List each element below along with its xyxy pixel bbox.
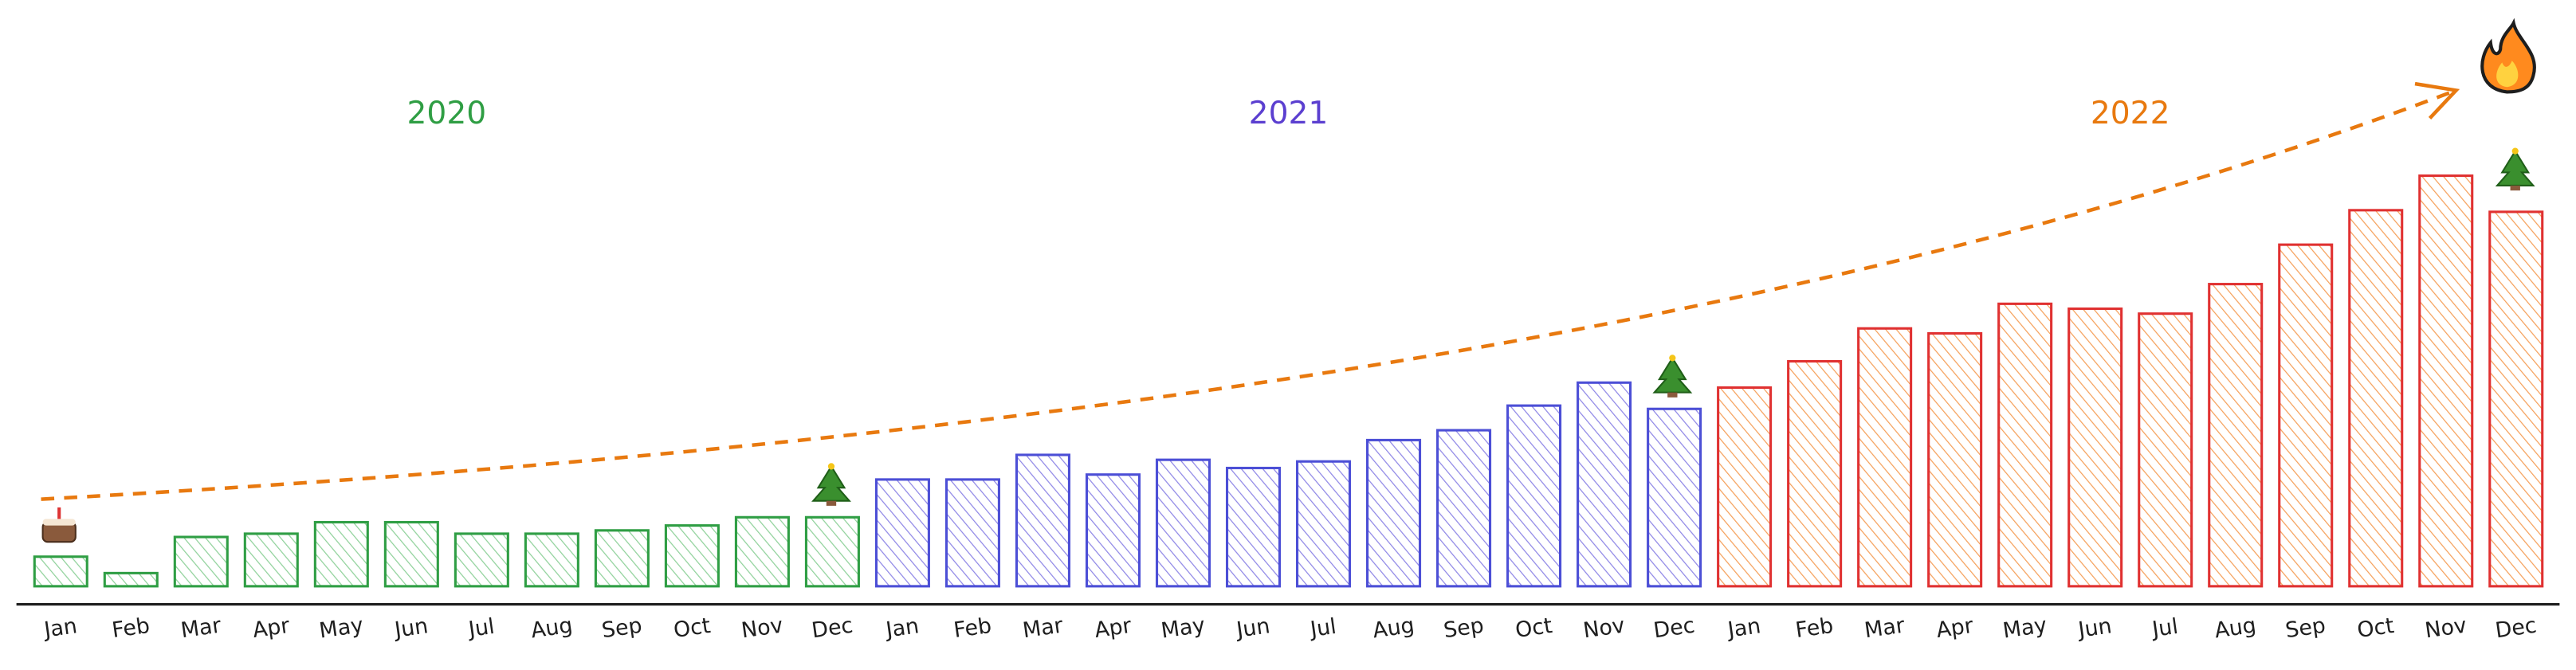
tree-icon [811, 463, 851, 506]
x-tick-label: Oct [672, 613, 712, 643]
bar [664, 524, 720, 588]
bar [173, 535, 229, 588]
bar [2067, 307, 2123, 588]
bar [103, 571, 159, 588]
x-tick-label: Jul [465, 614, 496, 642]
bar [454, 532, 509, 588]
x-tick-label: Jun [2075, 613, 2114, 643]
bar [874, 478, 930, 588]
bar [1997, 302, 2053, 588]
x-tick-label: Nov [740, 613, 784, 643]
x-tick-label: Aug [529, 613, 574, 643]
bar [1857, 327, 1913, 588]
fire-icon [2480, 18, 2536, 94]
bar [2138, 312, 2193, 588]
bar [33, 555, 88, 588]
cake-icon [41, 507, 77, 543]
bar [2208, 283, 2264, 588]
x-tick-label: Jun [391, 613, 430, 643]
bar [1717, 386, 1773, 588]
x-tick-label: Jan [883, 613, 921, 643]
x-tick-label: Jan [41, 613, 79, 643]
x-tick-label: Mar [1021, 613, 1065, 643]
bar [1506, 404, 1562, 588]
x-tick-label: Jan [1725, 613, 1762, 643]
bar [1155, 458, 1211, 588]
x-tick-label: Sep [2283, 613, 2327, 644]
bar [1225, 466, 1282, 588]
x-tick-label: Nov [1581, 613, 1626, 643]
x-tick-label: Apr [1934, 613, 1975, 643]
x-tick-label: Apr [251, 613, 292, 643]
bar [2488, 210, 2544, 588]
year-label: 2020 [407, 96, 487, 131]
bar [1295, 460, 1352, 588]
bar [1085, 473, 1141, 588]
x-tick-label: Mar [179, 613, 223, 643]
x-tick-label: Oct [2356, 613, 2396, 643]
bar [2278, 243, 2334, 588]
x-tick-label: Oct [1514, 613, 1553, 643]
x-tick-label: Feb [111, 613, 151, 643]
bar [594, 529, 650, 588]
bar [1366, 438, 1422, 588]
x-tick-label: May [318, 613, 365, 643]
x-tick-label: Dec [1652, 613, 1697, 644]
x-tick-label: Sep [600, 613, 643, 644]
year-label: 2021 [1249, 96, 1329, 131]
x-tick-label: Feb [1794, 613, 1835, 643]
x-tick-label: May [2001, 613, 2048, 643]
x-tick-label: Feb [952, 613, 993, 643]
x-tick-label: Jul [1307, 614, 1337, 642]
x-tick-label: Dec [810, 613, 854, 644]
trend-arrowhead [2414, 81, 2460, 120]
bar [804, 515, 860, 588]
bar [1577, 381, 1632, 588]
bar [1647, 407, 1702, 588]
tree-icon [1652, 355, 1693, 398]
bar [313, 520, 369, 588]
x-tick-label: Jun [1234, 613, 1272, 643]
x-tick-label: May [1160, 613, 1207, 643]
bar [524, 532, 579, 588]
x-tick-label: Nov [2424, 613, 2468, 643]
x-tick-label: Dec [2494, 613, 2539, 644]
bar [243, 532, 299, 588]
bar [1015, 453, 1070, 588]
x-tick-label: Mar [1863, 613, 1906, 643]
x-tick-label: Apr [1093, 613, 1133, 643]
tree-icon [2495, 147, 2535, 191]
x-tick-label: Aug [1371, 613, 1416, 643]
bar [2348, 209, 2404, 588]
x-tick-label: Jul [2149, 614, 2179, 642]
x-tick-label: Sep [1442, 613, 1485, 644]
bar [383, 520, 439, 588]
bar [1927, 331, 1983, 588]
bar [2418, 174, 2474, 588]
year-label: 2022 [2091, 96, 2170, 131]
bar [734, 515, 790, 588]
trend-line [41, 88, 2457, 501]
bar [1787, 359, 1843, 588]
bar [1436, 429, 1492, 588]
bar [944, 478, 1000, 588]
x-tick-label: Aug [2213, 613, 2258, 643]
